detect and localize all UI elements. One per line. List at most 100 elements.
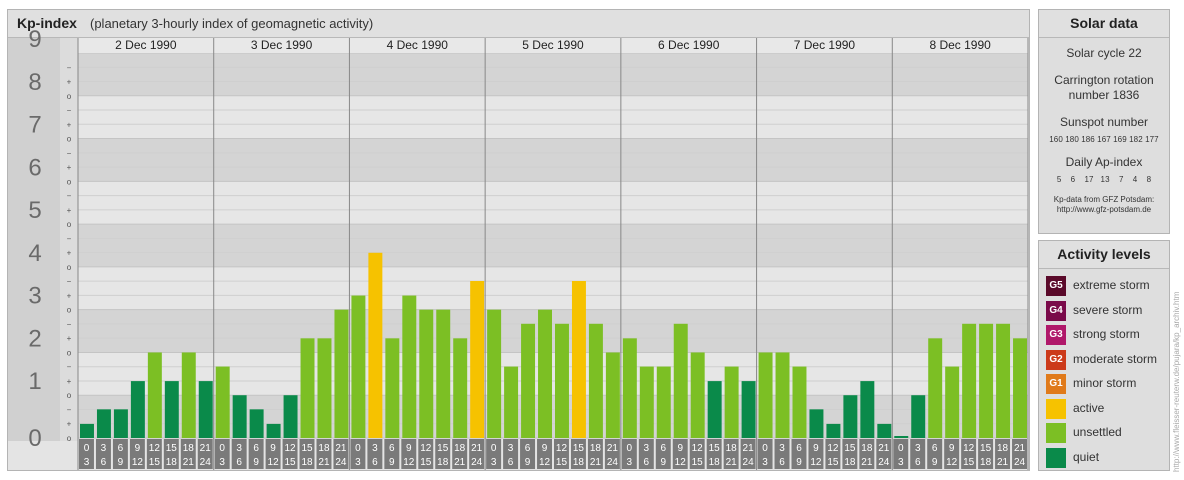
interval-box: [978, 439, 994, 469]
interval-box: [604, 439, 620, 469]
interval-box: [723, 439, 739, 469]
interval-end-label: 15: [692, 457, 704, 468]
interval-start-label: 6: [932, 443, 938, 454]
kp-bar: [809, 409, 824, 438]
interval-box: [197, 439, 213, 469]
interval-box: [876, 439, 892, 469]
interval-end-label: 18: [980, 457, 992, 468]
kp-bar: [690, 352, 705, 438]
interval-box: [672, 439, 688, 469]
kp-bar: [385, 338, 400, 438]
y-sub-tick: −: [67, 192, 72, 201]
interval-box: [825, 439, 841, 469]
interval-start-label: 0: [762, 443, 768, 454]
interval-end-label: 12: [132, 457, 144, 468]
interval-box: [112, 439, 128, 469]
kp-bar: [113, 409, 128, 438]
kp-bar: [164, 381, 179, 438]
interval-end-label: 21: [183, 457, 195, 468]
interval-box: [706, 439, 722, 469]
activity-levels-title: Activity levels: [1039, 241, 1169, 269]
y-sub-tick: −: [67, 149, 72, 158]
interval-start-label: 0: [84, 443, 90, 454]
interval-start-label: 18: [454, 443, 466, 454]
y-sub-tick: o: [67, 135, 72, 144]
interval-start-label: 15: [844, 443, 856, 454]
legend-item: G1 minor storm: [1046, 374, 1170, 394]
interval-box: [79, 439, 94, 469]
y-tick-label: 6: [28, 154, 41, 181]
interval-start-label: 12: [149, 443, 161, 454]
interval-end-label: 15: [420, 457, 432, 468]
interval-box: [486, 439, 502, 469]
day-label: 6 Dec 1990: [658, 38, 720, 52]
interval-end-label: 21: [726, 457, 738, 468]
interval-start-label: 3: [779, 443, 785, 454]
kp-bar: [724, 366, 739, 438]
y-tick-label: 4: [28, 240, 41, 267]
kp-band: [8, 181, 1028, 225]
legend-swatch: [1046, 423, 1066, 443]
interval-start-label: 15: [709, 443, 721, 454]
kp-bar: [198, 381, 213, 438]
interval-box: [689, 439, 705, 469]
interval-end-label: 21: [318, 457, 330, 468]
y-sub-tick: −: [67, 405, 72, 414]
interval-start-label: 3: [101, 443, 107, 454]
y-sub-tick: o: [67, 92, 72, 101]
kp-bar: [453, 338, 468, 438]
interval-start-label: 12: [556, 443, 568, 454]
interval-box: [944, 439, 960, 469]
interval-box: [129, 439, 145, 469]
y-sub-tick: −: [67, 363, 72, 372]
interval-start-label: 3: [236, 443, 242, 454]
sub-tick-column: [60, 38, 78, 441]
y-tick-label: 7: [28, 112, 41, 139]
legend-label: extreme storm: [1073, 278, 1150, 292]
day-label: 2 Dec 1990: [115, 38, 177, 52]
kp-band: [8, 138, 1028, 182]
y-sub-tick: o: [67, 348, 72, 357]
interval-end-label: 24: [1014, 457, 1026, 468]
interval-end-label: 12: [268, 457, 280, 468]
kp-bar: [877, 423, 892, 438]
interval-box: [214, 439, 230, 469]
interval-end-label: 18: [437, 457, 449, 468]
interval-box: [842, 439, 858, 469]
day-label: 7 Dec 1990: [794, 38, 856, 52]
legend-swatch: [1046, 398, 1066, 419]
interval-end-label: 21: [997, 457, 1009, 468]
y-sub-tick: +: [67, 377, 72, 386]
interval-box: [910, 439, 926, 469]
interval-end-label: 18: [573, 457, 585, 468]
interval-end-label: 24: [743, 457, 755, 468]
interval-box: [655, 439, 671, 469]
data-source-url[interactable]: http://www.gfz-potsdam.de: [1056, 205, 1152, 214]
chart-header: Kp-index (planetary 3-hourly index of ge…: [8, 10, 1029, 38]
interval-end-label: 18: [301, 457, 313, 468]
activity-levels-panel: Activity levels G5 extreme storm G4 severe …: [1038, 240, 1170, 471]
legend-item: active: [1046, 398, 1170, 419]
interval-box: [367, 439, 383, 469]
carrington-rotation-label: Carrington rotation: [1054, 73, 1154, 87]
interval-start-label: 12: [963, 443, 975, 454]
y-tick-label: 0: [28, 425, 41, 452]
interval-box: [893, 439, 909, 469]
interval-box: [350, 439, 366, 469]
legend-label: quiet: [1073, 449, 1100, 464]
kp-bar: [130, 381, 145, 438]
interval-box: [638, 439, 654, 469]
solar-data-panel: Solar data Solar cycle 22 Carrington rot…: [1038, 9, 1170, 234]
interval-end-label: 9: [525, 457, 531, 468]
kp-bar: [181, 352, 196, 438]
interval-start-label: 6: [660, 443, 666, 454]
interval-box: [401, 439, 417, 469]
interval-end-label: 15: [556, 457, 568, 468]
interval-end-label: 3: [762, 457, 768, 468]
interval-start-label: 3: [508, 443, 514, 454]
interval-start-label: 6: [796, 443, 802, 454]
y-sub-tick: o: [67, 434, 72, 443]
interval-start-label: 3: [915, 443, 921, 454]
legend-item: G3 strong storm: [1046, 325, 1170, 345]
day-label: 3 Dec 1990: [251, 38, 313, 52]
